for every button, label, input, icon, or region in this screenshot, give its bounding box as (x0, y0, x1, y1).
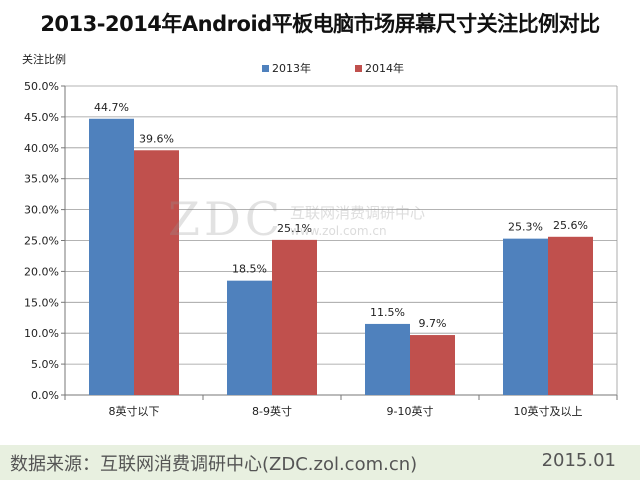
legend-item-2013: 2013年 (262, 60, 311, 76)
y-tick-label: 45.0% (24, 111, 59, 124)
y-tick-label: 0.0% (31, 389, 59, 402)
data-label: 18.5% (232, 263, 267, 276)
x-tick-label: 9-10英寸 (387, 404, 434, 418)
footer: 数据来源：互联网消费调研中心(ZDC.zol.com.cn) 2015.01 (0, 445, 640, 480)
x-tick-label: 8英寸以下 (109, 404, 160, 418)
legend: 2013年 2014年 (262, 60, 404, 76)
bar (548, 236, 593, 395)
data-label: 25.3% (508, 221, 543, 234)
bar (503, 238, 548, 395)
legend-item-2014: 2014年 (355, 60, 404, 76)
x-tick-label: 10英寸及以上 (514, 404, 583, 418)
legend-label-2013: 2013年 (272, 62, 311, 75)
chart-title: 2013-2014年Android平板电脑市场屏幕尺寸关注比例对比 (40, 12, 600, 36)
x-tick-label: 8-9英寸 (252, 404, 292, 418)
y-tick-label: 40.0% (24, 142, 59, 155)
footer-source: 数据来源：互联网消费调研中心(ZDC.zol.com.cn) (10, 454, 418, 475)
y-tick-label: 20.0% (24, 265, 59, 278)
y-tick-label: 10.0% (24, 327, 59, 340)
data-label: 39.6% (139, 132, 174, 145)
y-tick-label: 15.0% (24, 296, 59, 309)
y-axis-label: 关注比例 (22, 53, 66, 66)
bar (272, 239, 317, 395)
legend-label-2014: 2014年 (365, 62, 404, 75)
y-tick-label: 5.0% (31, 358, 59, 371)
bar (89, 118, 134, 395)
y-tick-label: 35.0% (24, 173, 59, 186)
data-label: 25.1% (277, 222, 312, 235)
y-tick-label: 50.0% (24, 80, 59, 93)
y-tick-label: 30.0% (24, 204, 59, 217)
data-label: 44.7% (94, 101, 129, 114)
bar (227, 280, 272, 395)
bar (410, 335, 455, 395)
y-tick-label: 25.0% (24, 235, 59, 248)
data-label: 11.5% (370, 306, 405, 319)
bar (134, 150, 179, 395)
bar (365, 323, 410, 395)
legend-swatch-2014 (355, 64, 362, 72)
data-label: 25.6% (553, 219, 588, 232)
legend-swatch-2013 (262, 64, 269, 72)
footer-date: 2015.01 (541, 450, 616, 471)
chart-plot: 0.0% 5.0% 10.0% 15.0% 20.0% 25.0% 30.0% 35.0% 40… (24, 80, 618, 418)
data-label: 9.7% (419, 317, 447, 330)
